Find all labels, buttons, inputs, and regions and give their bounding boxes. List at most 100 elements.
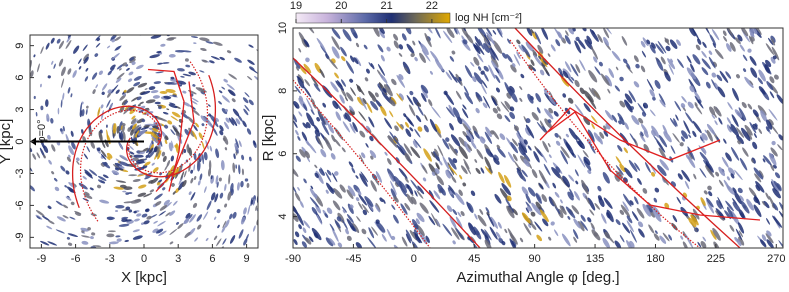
gas-clump <box>483 43 490 53</box>
gas-clump <box>177 223 184 229</box>
gas-clump <box>758 128 763 135</box>
y-tick-label: 3 <box>14 106 26 112</box>
gas-clump <box>233 153 236 160</box>
gas-clump <box>346 92 354 102</box>
gas-clump <box>561 233 571 247</box>
gas-clump <box>234 57 242 63</box>
gas-clump <box>442 138 450 150</box>
gas-clump <box>665 45 671 52</box>
gas-clump <box>539 209 549 223</box>
gas-clump <box>84 258 88 260</box>
gas-clump <box>140 90 151 96</box>
gas-clump <box>90 236 94 240</box>
gas-clump <box>548 107 554 114</box>
gas-clump <box>658 134 668 148</box>
gas-clump <box>119 251 128 255</box>
gas-clump <box>224 183 227 192</box>
gas-clump <box>183 148 187 154</box>
gas-clump <box>186 12 194 13</box>
gas-clump <box>463 85 470 96</box>
gas-clump <box>337 242 343 248</box>
gas-clump <box>220 246 224 248</box>
gas-clump <box>218 100 222 105</box>
gas-clump <box>221 226 226 233</box>
gas-clump <box>429 118 437 132</box>
gas-clump <box>597 33 603 43</box>
gas-clump <box>111 84 119 94</box>
gas-clump <box>737 34 743 42</box>
gas-clump <box>512 208 518 216</box>
gas-clump <box>158 105 162 110</box>
gas-clump <box>575 180 579 185</box>
gas-clump <box>99 199 110 204</box>
gas-clump <box>583 116 591 126</box>
gas-clump <box>398 93 404 101</box>
spiral-arm <box>514 28 741 248</box>
gas-clump <box>119 184 127 189</box>
gas-clump <box>316 106 323 117</box>
gas-clump <box>214 216 217 220</box>
gas-clump <box>204 186 207 193</box>
gas-clump <box>226 83 235 91</box>
gas-clump <box>391 235 396 241</box>
gas-clump <box>709 33 717 46</box>
gas-clump <box>55 229 65 234</box>
gas-clump <box>558 135 562 140</box>
gas-clump <box>36 216 41 220</box>
gas-clump <box>688 134 692 138</box>
gas-clump <box>481 79 488 89</box>
gas-clump <box>100 149 107 158</box>
gas-clump <box>237 182 240 191</box>
gas-clump <box>525 124 535 139</box>
gas-clump <box>62 125 65 132</box>
gas-clump <box>221 95 230 103</box>
gas-clump <box>711 114 716 119</box>
gas-clump <box>280 101 287 109</box>
gas-clump <box>582 150 589 158</box>
gas-clump <box>736 127 745 138</box>
gas-clump <box>419 52 426 64</box>
gas-clump <box>56 38 61 44</box>
gas-clump <box>62 92 65 101</box>
gas-clump <box>638 117 644 124</box>
gas-clump <box>334 220 341 229</box>
gas-clump <box>634 196 639 205</box>
gas-clump <box>161 151 166 157</box>
gas-clump <box>428 163 438 176</box>
gas-clump <box>209 60 215 64</box>
gas-clump <box>85 108 88 115</box>
gas-clump <box>562 70 569 78</box>
gas-clump <box>434 28 441 39</box>
gas-clump <box>626 215 633 224</box>
colorbar-tick-label: 21 <box>380 0 392 12</box>
gas-clump <box>111 281 120 285</box>
gas-clump <box>201 141 205 150</box>
gas-clump <box>47 205 52 210</box>
gas-clump <box>765 233 774 244</box>
gas-clump <box>293 184 297 194</box>
x-tick-label: 0 <box>141 253 147 265</box>
gas-clump <box>718 117 723 125</box>
gas-clump <box>697 241 702 248</box>
gas-clump <box>547 143 551 148</box>
gas-clump <box>123 89 127 93</box>
gas-clump <box>306 97 314 112</box>
gas-clump <box>449 56 455 62</box>
gas-clump <box>565 30 569 37</box>
gas-clump <box>717 196 724 210</box>
gas-clump <box>497 28 503 35</box>
gas-clump <box>69 16 76 24</box>
gas-clump <box>76 160 80 165</box>
gas-clump <box>550 221 555 226</box>
gas-clump <box>60 165 66 172</box>
gas-clump <box>542 140 549 153</box>
gas-clump <box>295 66 299 71</box>
x-tick-label: -90 <box>285 253 301 265</box>
gas-clump <box>190 169 194 174</box>
gas-clump <box>494 193 502 204</box>
gas-clump <box>17 186 26 195</box>
gas-clump <box>46 225 53 230</box>
gas-clump <box>65 196 72 201</box>
gas-clump <box>504 81 512 97</box>
gas-clump <box>298 111 303 117</box>
